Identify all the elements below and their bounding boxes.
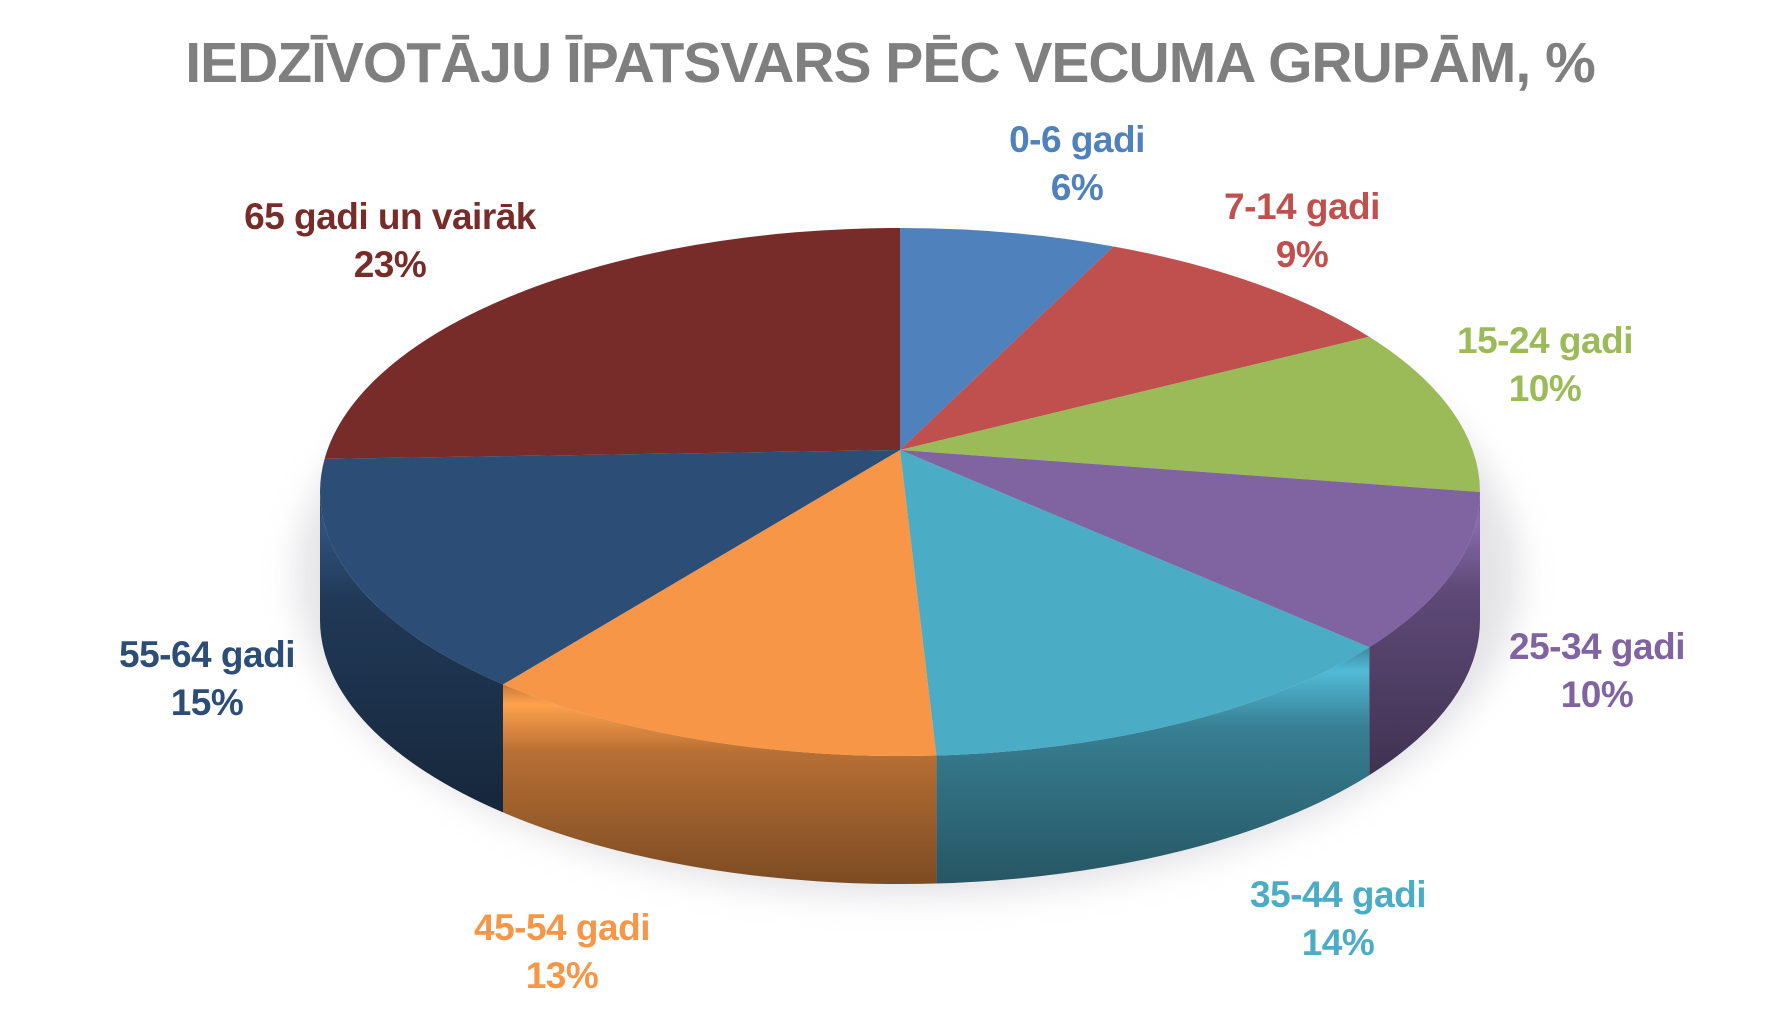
pie-slice-4: [900, 450, 1370, 756]
pie-slice-1: [900, 246, 1370, 450]
chart-title: IEDZĪVOTĀJU ĪPATSVARS PĒC VECUMA GRUPĀM,…: [185, 31, 1596, 95]
pie-slice-5: [503, 450, 937, 757]
pie-slice-0: [900, 227, 1114, 450]
pie-rim-3: [1369, 492, 1481, 776]
pie-top: [320, 227, 1481, 757]
pie-rim-6: [320, 492, 503, 813]
pie-slice-6: [320, 450, 900, 685]
pie-rim-5: [503, 684, 937, 885]
pie-slice-7: [324, 228, 901, 459]
pie-slice-2: [900, 336, 1480, 492]
pie-rim-4: [936, 647, 1370, 884]
pie-rim: [320, 492, 1481, 885]
pie-slice-3: [900, 450, 1481, 648]
